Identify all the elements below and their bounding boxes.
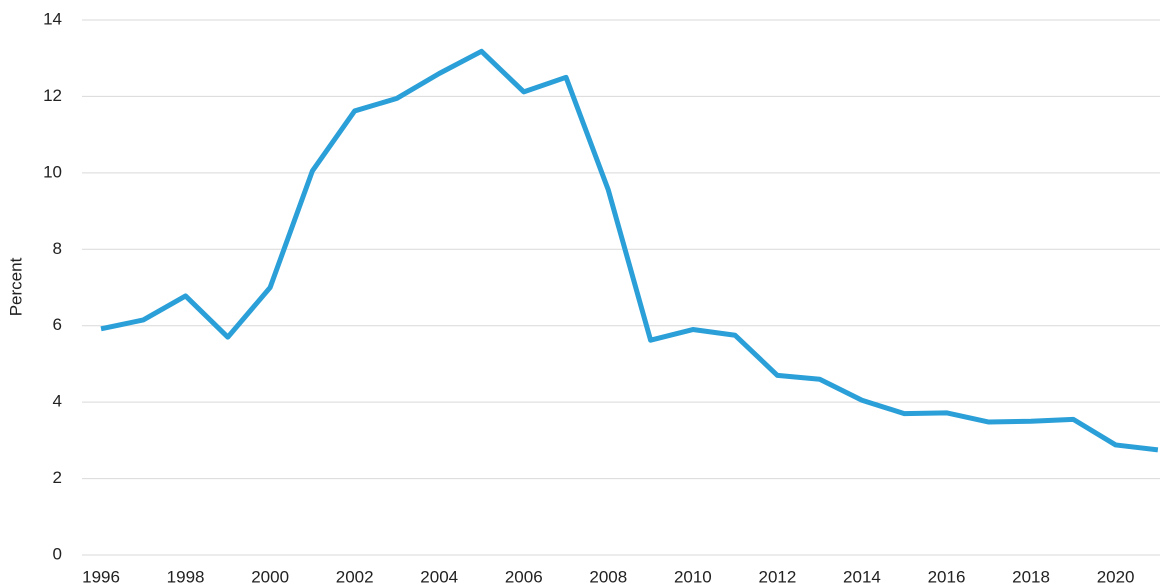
x-tick-label: 2008	[589, 567, 627, 586]
x-tick-label: 2006	[505, 567, 543, 586]
x-tick-label: 2014	[843, 567, 881, 586]
y-tick-label: 2	[53, 468, 62, 487]
y-tick-label: 0	[53, 544, 62, 563]
data-line	[100, 48, 1159, 453]
y-tick-label: 4	[53, 392, 62, 411]
y-tick-label: 10	[43, 162, 62, 181]
x-tick-label: 2020	[1097, 567, 1135, 586]
y-tick-label: 12	[43, 86, 62, 105]
y-tick-label: 14	[43, 9, 62, 28]
x-tick-label: 2010	[674, 567, 712, 586]
x-tick-label: 2004	[420, 567, 458, 586]
x-tick-label: 2002	[336, 567, 374, 586]
y-tick-label: 8	[53, 239, 62, 258]
y-axis-label: Percent	[6, 257, 25, 316]
x-tick-label: 2016	[928, 567, 966, 586]
x-tick-label: 2012	[759, 567, 797, 586]
x-tick-label: 1996	[82, 567, 120, 586]
x-tick-label: 2000	[251, 567, 289, 586]
x-tick-label: 1998	[167, 567, 205, 586]
x-tick-label: 2018	[1012, 567, 1050, 586]
y-tick-label: 6	[53, 315, 62, 334]
